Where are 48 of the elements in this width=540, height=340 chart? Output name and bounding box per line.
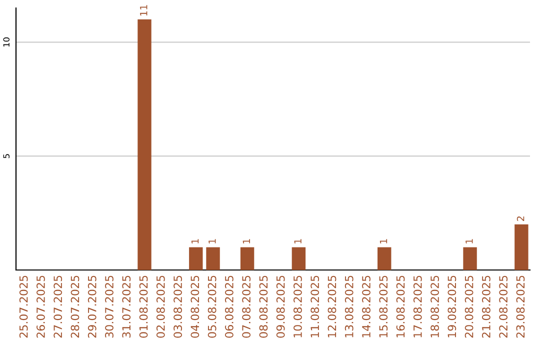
- x-tick-label: 01.08.2025: [139, 276, 148, 338]
- x-tick-label: 03.08.2025: [174, 276, 182, 338]
- x-tick-label: 21.08.2025: [482, 276, 490, 338]
- x-tick-label: 07.08.2025: [242, 276, 251, 338]
- x-tick-label: 15.08.2025: [379, 276, 388, 338]
- x-tick-label: 16.08.2025: [396, 276, 405, 338]
- x-tick-label: 19.08.2025: [448, 276, 456, 338]
- x-tick-label: 08.08.2025: [259, 276, 268, 338]
- x-tick-label: 29.07.2025: [88, 276, 96, 338]
- x-tick-label: 28.07.2025: [70, 276, 80, 338]
- data-label: 1: [466, 239, 473, 244]
- bar: [138, 19, 152, 270]
- x-tick-label: 20.08.2025: [464, 276, 474, 338]
- data-label: 1: [294, 239, 302, 244]
- bar: [206, 247, 220, 270]
- bar: [189, 247, 203, 270]
- data-label: 1: [208, 239, 216, 244]
- x-tick-label: 26.07.2025: [36, 276, 45, 338]
- bar: [292, 247, 306, 270]
- bar: [240, 247, 254, 270]
- data-label: 1: [242, 239, 250, 244]
- x-tick-label: 18.08.2025: [430, 276, 439, 338]
- data-label: 11: [140, 5, 148, 16]
- x-tick-label: 22.08.2025: [499, 276, 508, 338]
- x-tick-label: 09.08.2025: [276, 276, 285, 338]
- data-label: 2: [516, 216, 524, 221]
- x-tick-label: 04.08.2025: [190, 276, 200, 338]
- x-tick-label: 23.08.2025: [516, 276, 525, 338]
- x-tick-label: 05.08.2025: [208, 276, 216, 338]
- bar: [514, 224, 528, 270]
- y-tick-label: 10: [3, 37, 10, 47]
- x-tick-label: 10.08.2025: [294, 276, 302, 338]
- x-tick-label: 14.08.2025: [362, 276, 370, 338]
- x-tick-label: 17.08.2025: [413, 276, 422, 338]
- x-tick-label: 13.08.2025: [344, 276, 354, 338]
- y-tick-label: 5: [3, 154, 10, 158]
- data-label: 1: [380, 239, 388, 244]
- x-tick-label: 11.08.2025: [310, 276, 320, 338]
- x-tick-label: 31.07.2025: [122, 276, 131, 338]
- x-tick-label: 27.07.2025: [54, 276, 62, 338]
- x-tick-label: 25.07.2025: [19, 276, 28, 338]
- x-tick-label: 06.08.2025: [224, 276, 234, 338]
- data-label: 1: [191, 239, 199, 244]
- x-tick-label: 30.07.2025: [105, 276, 114, 338]
- x-tick-label: 02.08.2025: [156, 276, 165, 338]
- x-tick-label: 12.08.2025: [328, 276, 336, 338]
- bar: [378, 247, 392, 270]
- bar: [463, 247, 477, 270]
